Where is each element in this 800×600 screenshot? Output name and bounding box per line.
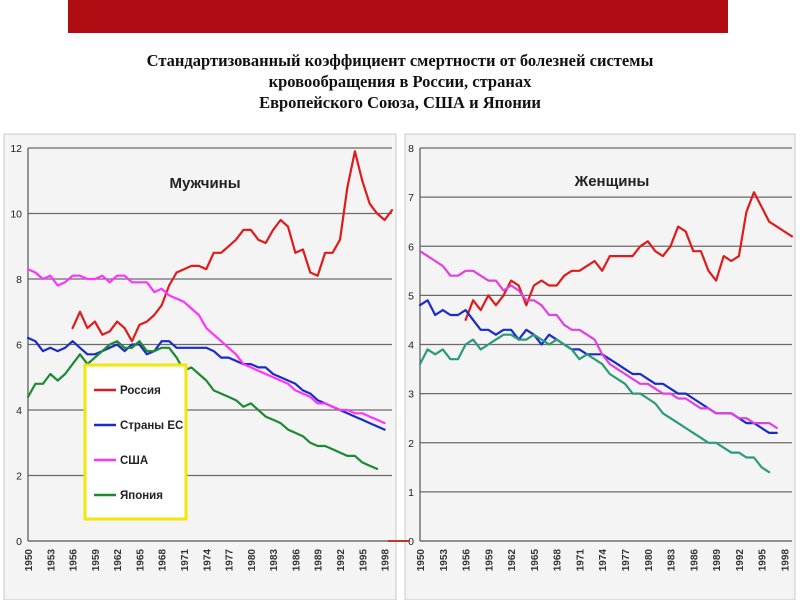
x-tick-label: 1983 <box>269 549 280 572</box>
y-tick-label: 6 <box>408 241 414 253</box>
chart-panel-1: 0 2 4 6 8 10 12 1950 1953 1956 1959 1962 1965 1968 197… <box>3 133 397 600</box>
x-tick-label: 1974 <box>202 549 213 572</box>
y-tick-label: 0 <box>408 536 414 548</box>
x-tick-label: 1968 <box>158 549 169 572</box>
x-tick-label: 1992 <box>336 549 347 572</box>
x-tick-label: 1980 <box>247 549 258 572</box>
x-tick-label: 1950 <box>24 549 35 572</box>
x-tick-label: 1989 <box>314 549 325 572</box>
title-line-2: кровообращения в России, странах <box>268 72 532 91</box>
y-tick-label: 8 <box>16 274 22 286</box>
y-tick-label: 6 <box>16 340 22 352</box>
x-tick-label: 1962 <box>507 549 518 572</box>
chart-frame <box>404 133 796 600</box>
panel-title: Женщины <box>574 173 650 190</box>
separator-mark <box>388 540 410 542</box>
legend-label: Страны ЕС <box>120 420 183 432</box>
x-tick-label: 1956 <box>69 549 80 572</box>
x-tick-label: 1965 <box>135 549 146 572</box>
chart-panel-2: 0 1 2 3 4 5 6 7 8 1950 1953 1956 1959 1962 1965 1968 197… <box>404 133 796 600</box>
x-tick-label: 1965 <box>530 549 541 572</box>
y-tick-label: 4 <box>16 405 22 417</box>
x-tick-label: 1992 <box>735 549 746 572</box>
series-line-США <box>418 250 778 430</box>
y-tick-label: 5 <box>408 290 414 302</box>
x-tick-label: 1998 <box>780 549 791 572</box>
series-line-Япония <box>418 333 771 474</box>
x-tick-label: 1974 <box>598 549 609 572</box>
x-tick-label: 1995 <box>758 549 769 572</box>
y-tick-label: 3 <box>408 389 414 401</box>
x-tick-label: 1950 <box>416 549 427 572</box>
header-banner <box>68 0 728 33</box>
legend: Россия Страны ЕС США Япония <box>83 363 188 521</box>
y-tick-label: 8 <box>408 143 414 155</box>
y-tick-label: 2 <box>16 471 22 483</box>
x-tick-label: 1953 <box>439 549 450 572</box>
series-line-США <box>26 268 386 425</box>
x-tick-label: 1959 <box>91 549 102 572</box>
x-tick-label: 1971 <box>575 549 586 572</box>
y-tick-label: 7 <box>408 192 414 204</box>
y-tick-label: 0 <box>16 536 22 548</box>
x-tick-label: 1998 <box>381 549 392 572</box>
series-line-Россия <box>464 191 794 321</box>
title-line-1: Стандартизованный коэффициент смертности… <box>146 51 654 70</box>
x-tick-label: 1959 <box>484 549 495 572</box>
y-tick-label: 2 <box>408 438 414 450</box>
x-tick-label: 1968 <box>553 549 564 572</box>
x-tick-label: 1986 <box>689 549 700 572</box>
x-tick-label: 1977 <box>225 549 236 572</box>
x-tick-label: 1989 <box>712 549 723 572</box>
series-line-Япония <box>26 340 379 470</box>
x-tick-label: 1977 <box>621 549 632 572</box>
panel-title: Мужчины <box>169 175 240 192</box>
title-line-3: Европейского Союза, США и Японии <box>259 93 541 112</box>
y-tick-label: 12 <box>10 143 22 155</box>
y-tick-label: 1 <box>408 487 414 499</box>
x-tick-label: 1971 <box>180 549 191 572</box>
legend-label: США <box>120 455 148 467</box>
legend-label: Россия <box>120 385 161 397</box>
x-tick-label: 1962 <box>113 549 124 572</box>
y-tick-label: 10 <box>10 209 22 221</box>
y-tick-label: 4 <box>408 340 414 352</box>
x-tick-label: 1986 <box>291 549 302 572</box>
x-tick-label: 1956 <box>462 549 473 572</box>
legend-label: Япония <box>120 490 163 502</box>
x-tick-label: 1995 <box>358 549 369 572</box>
chart-frame <box>3 133 397 600</box>
series-line-Россия <box>71 150 394 343</box>
x-tick-label: 1983 <box>667 549 678 572</box>
x-tick-label: 1980 <box>644 549 655 572</box>
page-title: Стандартизованный коэффициент смертности… <box>0 50 800 113</box>
x-tick-label: 1953 <box>46 549 57 572</box>
